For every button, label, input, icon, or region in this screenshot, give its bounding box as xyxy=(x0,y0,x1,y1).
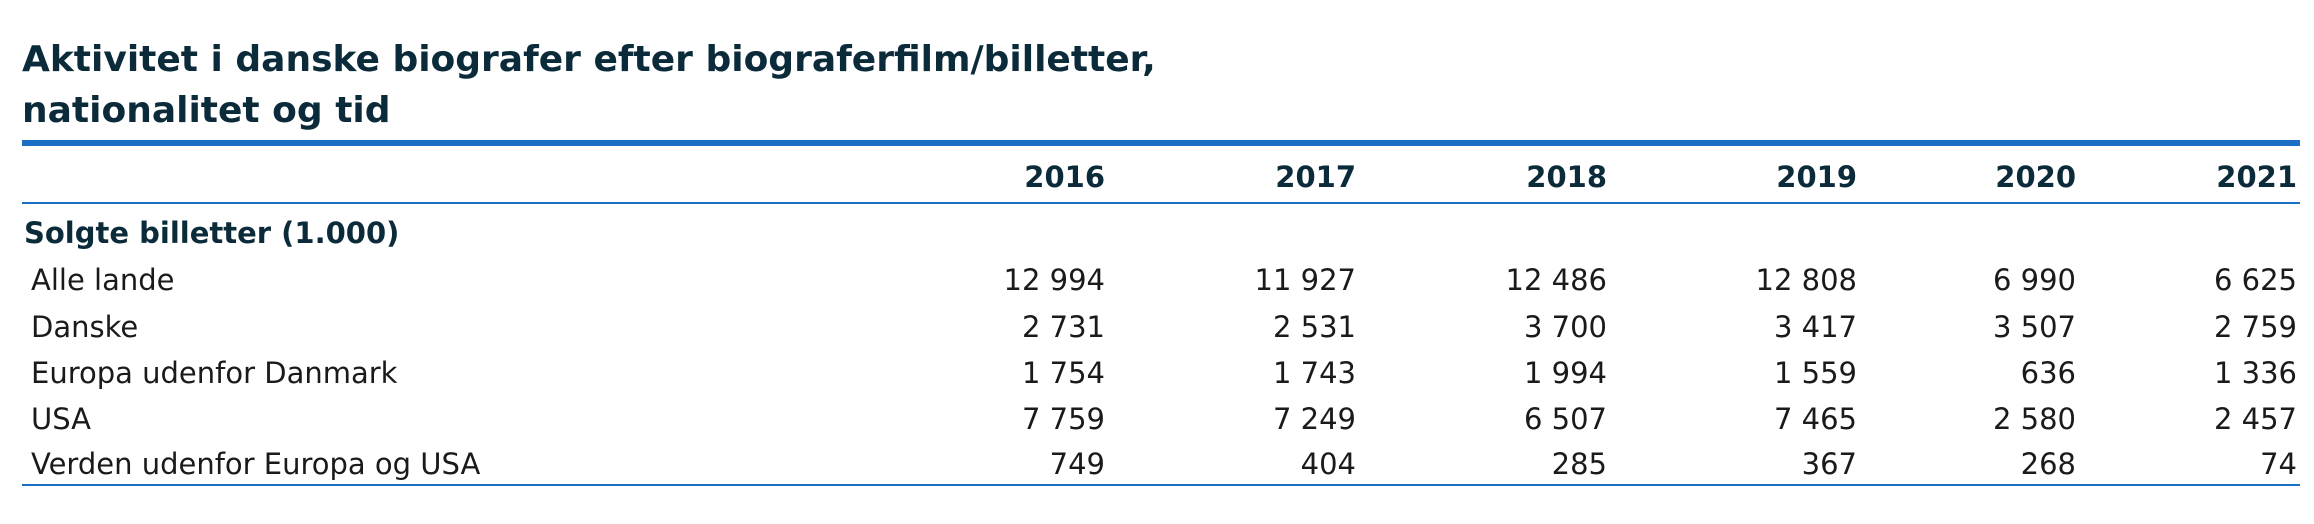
value-cell: 3 417 xyxy=(1773,310,1857,344)
value-cell: 2 759 xyxy=(2213,310,2297,344)
value-cell: 2 457 xyxy=(2213,402,2297,436)
header-rule xyxy=(22,202,2300,204)
year-header: 2020 xyxy=(1995,160,2076,194)
table-title: Aktivitet i danske biografer efter biogr… xyxy=(22,34,1422,136)
top-rule xyxy=(22,140,2300,146)
value-cell: 11 927 xyxy=(1254,263,1356,297)
value-cell: 285 xyxy=(1551,447,1607,481)
value-cell: 6 625 xyxy=(2213,263,2297,297)
year-header-row: 2016 2017 2018 2019 2020 2021 xyxy=(0,154,2314,200)
year-header: 2018 xyxy=(1526,160,1607,194)
row-label: Danske xyxy=(31,310,139,344)
value-cell: 1 994 xyxy=(1523,356,1607,390)
value-cell: 2 580 xyxy=(1992,402,2076,436)
section-label: Solgte billetter (1.000) xyxy=(24,216,400,250)
row-label: Europa udenfor Danmark xyxy=(31,356,398,390)
value-cell: 74 xyxy=(2260,447,2297,481)
table-row: Alle lande 12 994 11 927 12 486 12 808 6… xyxy=(0,257,2314,303)
value-cell: 7 465 xyxy=(1773,402,1857,436)
value-cell: 1 559 xyxy=(1773,356,1857,390)
year-header: 2017 xyxy=(1275,160,1356,194)
value-cell: 2 531 xyxy=(1272,310,1356,344)
table-row: Danske 2 731 2 531 3 700 3 417 3 507 2 7… xyxy=(0,304,2314,350)
value-cell: 7 249 xyxy=(1272,402,1356,436)
value-cell: 749 xyxy=(1049,447,1105,481)
row-label: Alle lande xyxy=(31,263,175,297)
value-cell: 367 xyxy=(1801,447,1857,481)
value-cell: 12 486 xyxy=(1505,263,1607,297)
value-cell: 6 990 xyxy=(1992,263,2076,297)
title-line-2: nationalitet og tid xyxy=(22,90,391,131)
row-label: Verden udenfor Europa og USA xyxy=(31,447,481,481)
value-cell: 12 994 xyxy=(1003,263,1105,297)
value-cell: 1 743 xyxy=(1272,356,1356,390)
value-cell: 3 507 xyxy=(1992,310,2076,344)
row-label: USA xyxy=(31,402,92,436)
value-cell: 2 731 xyxy=(1021,310,1105,344)
table-row: Europa udenfor Danmark 1 754 1 743 1 994… xyxy=(0,350,2314,396)
value-cell: 404 xyxy=(1300,447,1356,481)
value-cell: 12 808 xyxy=(1755,263,1857,297)
value-cell: 7 759 xyxy=(1021,402,1105,436)
year-header: 2021 xyxy=(2216,160,2297,194)
value-cell: 3 700 xyxy=(1523,310,1607,344)
bottom-rule xyxy=(22,484,2300,486)
year-header: 2016 xyxy=(1024,160,1105,194)
value-cell: 268 xyxy=(2020,447,2076,481)
value-cell: 1 754 xyxy=(1021,356,1105,390)
value-cell: 6 507 xyxy=(1523,402,1607,436)
table-row: USA 7 759 7 249 6 507 7 465 2 580 2 457 xyxy=(0,396,2314,442)
value-cell: 636 xyxy=(2020,356,2076,390)
value-cell: 1 336 xyxy=(2213,356,2297,390)
year-header: 2019 xyxy=(1776,160,1857,194)
title-line-1: Aktivitet i danske biografer efter biogr… xyxy=(22,39,1156,80)
table-row: Verden udenfor Europa og USA 749 404 285… xyxy=(0,441,2314,487)
